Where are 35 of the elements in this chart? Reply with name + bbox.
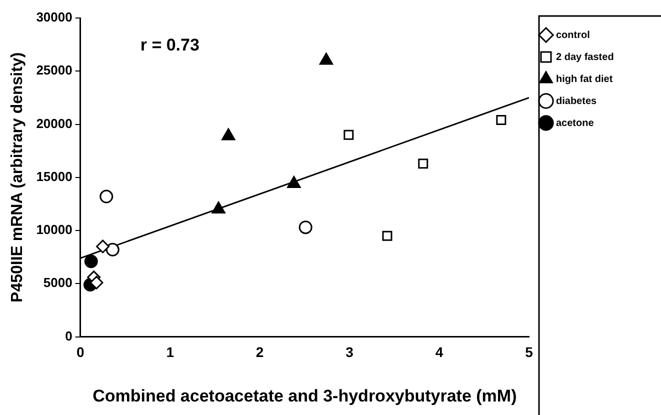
point	[298, 220, 312, 234]
point	[496, 115, 506, 126]
x-axis-title: Combined acetoacetate and 3-hydroxybutyrate (mM)	[92, 386, 517, 406]
x-tick-label: 1	[166, 344, 174, 360]
legend-label: acetone	[556, 118, 594, 129]
annotation: r = 0.73	[140, 36, 200, 55]
point	[96, 240, 110, 254]
point	[84, 254, 98, 268]
point	[90, 276, 104, 290]
point	[212, 202, 226, 214]
point	[100, 190, 114, 204]
point	[418, 158, 428, 169]
point	[222, 128, 236, 140]
y-tick-label: 0	[65, 328, 72, 344]
y-tick-label: 20000	[36, 116, 72, 131]
legend-label: high fat diet	[556, 74, 614, 85]
y-tick-label: 30000	[36, 10, 72, 25]
legend-label: 2 day fasted	[556, 52, 614, 63]
point	[319, 52, 334, 65]
y-tick-label: 15000	[36, 168, 72, 184]
legend-label: diabetes	[556, 96, 598, 107]
y-axis-title: P450IIE mRNA (arbitrary density)	[9, 52, 26, 302]
point	[344, 130, 354, 140]
x-tick-label: 5	[525, 344, 534, 360]
legend-label: control	[556, 30, 590, 41]
y-tick-label: 25000	[36, 62, 72, 78]
y-tick-label: 5000	[43, 275, 72, 290]
point	[287, 176, 301, 188]
x-tick-label: 3	[346, 344, 354, 360]
point	[382, 230, 392, 241]
x-tick-label: 4	[435, 344, 444, 360]
x-tick-label: 0	[76, 344, 84, 360]
y-tick-label: 10000	[36, 222, 72, 238]
x-tick-label: 2	[256, 344, 264, 360]
point	[106, 242, 120, 256]
